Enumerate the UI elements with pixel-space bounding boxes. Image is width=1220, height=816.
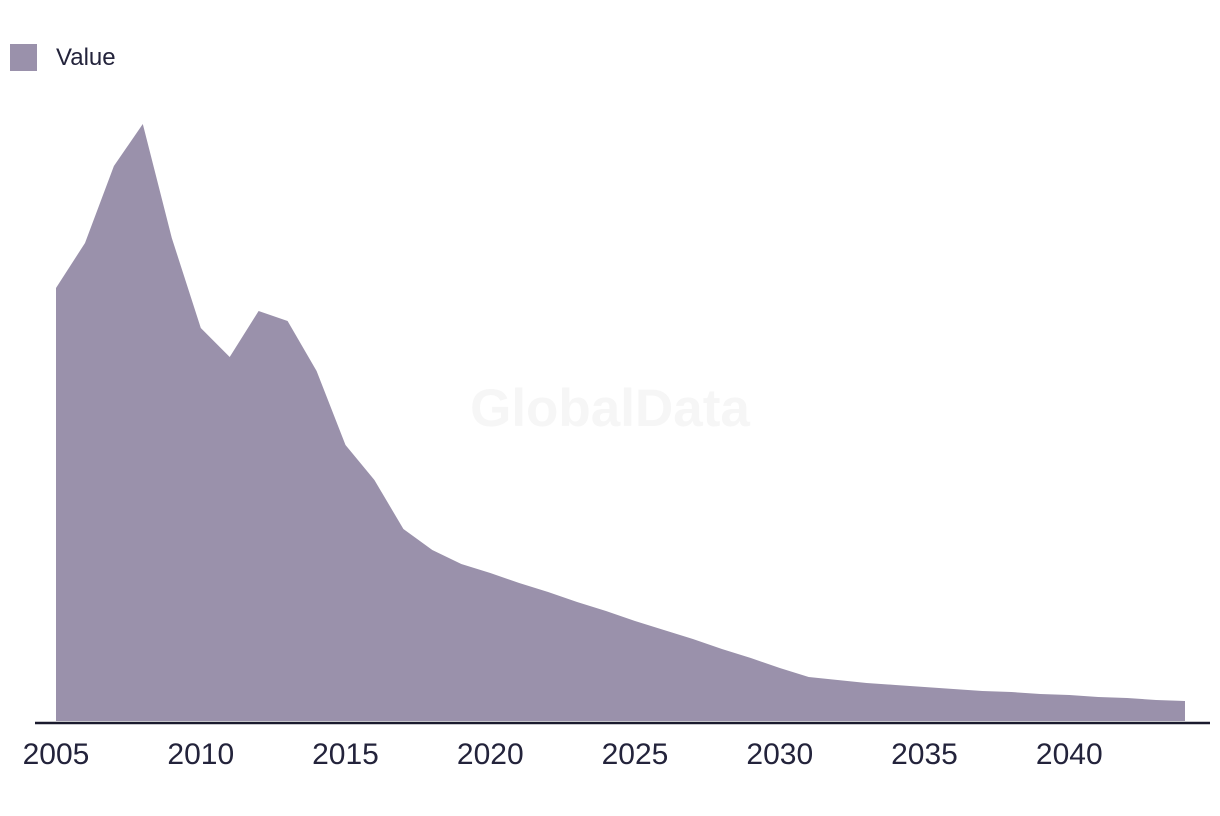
legend-label: Value [56,44,116,71]
x-tick-label-2015: 2015 [312,738,379,771]
legend-item-value[interactable]: Value [10,44,116,71]
x-tick-label-2025: 2025 [602,738,669,771]
watermark: GlobalData [470,379,750,438]
x-tick-label-2005: 2005 [23,738,90,771]
x-tick-label-2010: 2010 [167,738,234,771]
x-tick-label-2035: 2035 [891,738,958,771]
x-tick-label-2030: 2030 [746,738,813,771]
x-tick-label-2020: 2020 [457,738,524,771]
legend: Value [10,44,116,71]
legend-swatch [10,44,37,71]
x-tick-label-2040: 2040 [1036,738,1103,771]
area-series-value [56,124,1185,721]
x-axis-tick-labels: 2005 2010 2015 2020 2025 2030 2035 2040 [23,738,1103,771]
